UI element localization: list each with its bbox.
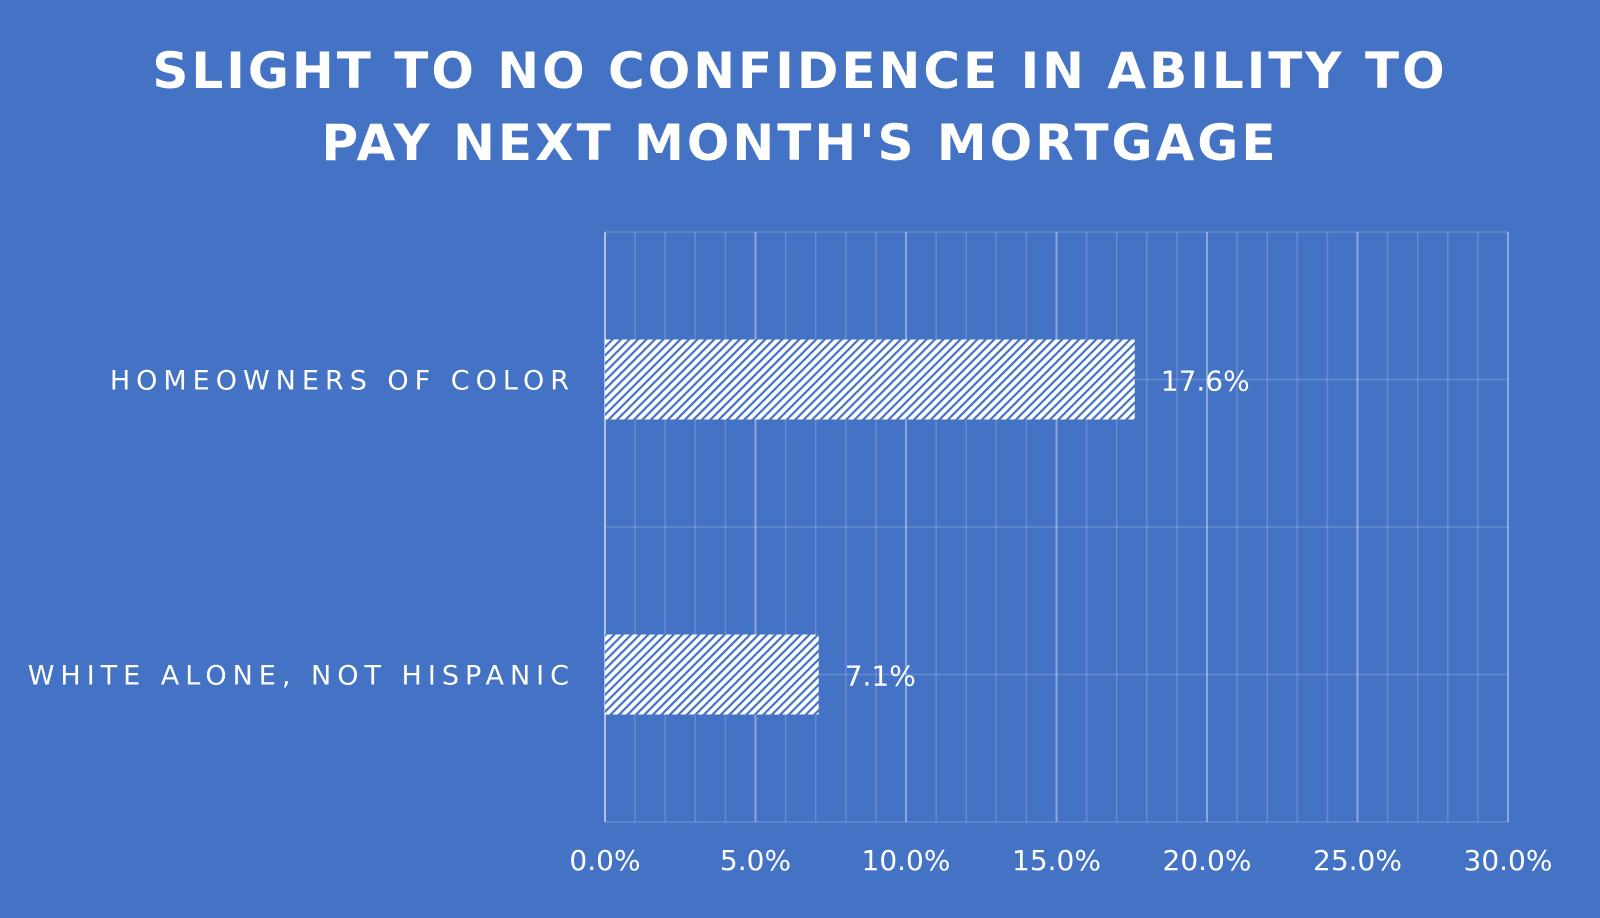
- bar-1: [605, 339, 1135, 420]
- data-label-2: 7.1%: [845, 660, 916, 693]
- category-label-1: HOMEOWNERS OF COLOR: [110, 366, 575, 397]
- bar-2: [605, 634, 819, 715]
- x-tick-label-4: 15.0%: [1012, 844, 1101, 877]
- chart-title-line-1: SLIGHT TO NO CONFIDENCE IN ABILITY TO: [152, 42, 1448, 100]
- x-tick-label-2: 5.0%: [720, 844, 791, 877]
- x-tick-label-6: 25.0%: [1313, 844, 1402, 877]
- chart-title-line-2: PAY NEXT MONTH'S MORTGAGE: [321, 114, 1279, 172]
- x-tick-label-5: 20.0%: [1163, 844, 1252, 877]
- x-tick-label-3: 10.0%: [862, 844, 951, 877]
- data-label-1: 17.6%: [1161, 365, 1250, 398]
- grid: [604, 231, 1509, 823]
- bars: [605, 339, 1135, 715]
- x-tick-label-1: 0.0%: [569, 844, 640, 877]
- category-label-2: WHITE ALONE, NOT HISPANIC: [28, 661, 575, 692]
- x-tick-label-7: 30.0%: [1464, 844, 1553, 877]
- labels: HOMEOWNERS OF COLOR 17.6% WHITE ALONE, NOT…: [28, 365, 1553, 878]
